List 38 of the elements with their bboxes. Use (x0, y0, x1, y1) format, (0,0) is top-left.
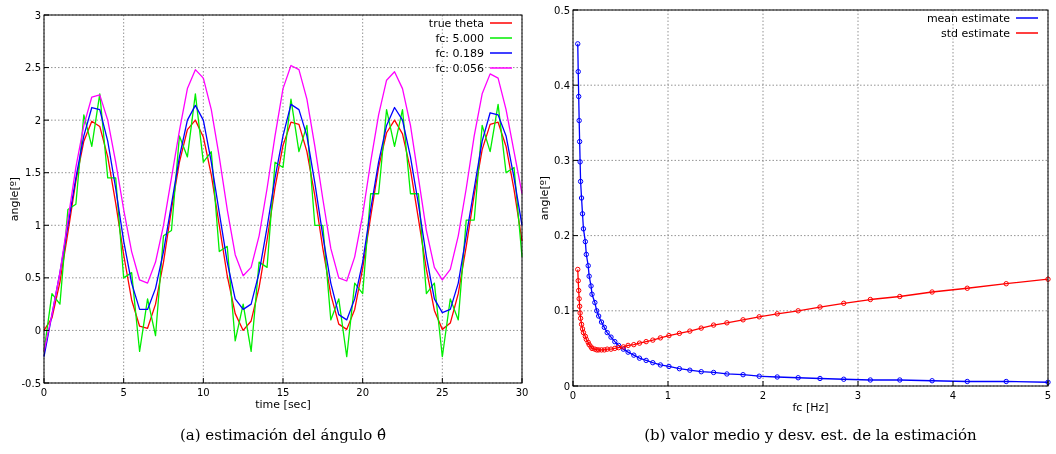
y-tick-label: 1 (34, 219, 41, 231)
y-tick-label: 3 (34, 9, 41, 21)
x-tick-label: 10 (196, 387, 210, 398)
x-tick-label: 3 (854, 390, 862, 401)
x-tick-label: 25 (435, 387, 449, 398)
y-tick-label: 0.3 (554, 154, 570, 166)
y-tick-label: -0.5 (21, 377, 41, 389)
line-series (43, 119, 523, 332)
legend-label: fc: 0.056 (435, 62, 484, 75)
y-tick-label: 0.1 (554, 305, 570, 317)
y-tick-label: 0.2 (554, 230, 570, 242)
y-axis-title: angle[º] (8, 176, 21, 222)
x-tick-label: 20 (356, 387, 370, 398)
x-tick-label: 15 (276, 387, 290, 398)
x-tick-label: 1 (664, 390, 672, 401)
x-axis-title: time [sec] (255, 398, 311, 411)
x-tick-label: 2 (759, 390, 767, 401)
text: (b) valor medio y desv. est. de la estimación (644, 426, 978, 444)
x-tick-label: 0 (569, 390, 577, 401)
legend-label: fc: 0.189 (435, 47, 484, 60)
legend-label: std estimate (941, 27, 1011, 40)
legend-label: fc: 5.000 (435, 32, 484, 45)
x-tick-label: 5 (120, 387, 127, 398)
y-tick-label: 0 (34, 324, 41, 336)
legend-label: mean estimate (926, 12, 1011, 25)
y-tick-label: 0.4 (554, 79, 570, 91)
y-tick-label: 2.5 (25, 62, 41, 74)
x-tick-label: 5 (1044, 390, 1052, 401)
y-tick-label: 1.5 (25, 167, 41, 179)
y-axis-title: angle[º] (538, 175, 551, 221)
x-axis-title: fc [Hz] (792, 401, 829, 414)
text: (a) estimación del ángulo θ̂ (179, 426, 387, 444)
x-tick-label: 30 (515, 387, 529, 398)
y-tick-label: 0.5 (554, 4, 570, 16)
x-tick-label: 4 (949, 390, 957, 401)
legend-label: true theta (428, 17, 484, 30)
y-tick-label: 2 (34, 114, 41, 126)
y-tick-label: 0.5 (25, 272, 41, 284)
